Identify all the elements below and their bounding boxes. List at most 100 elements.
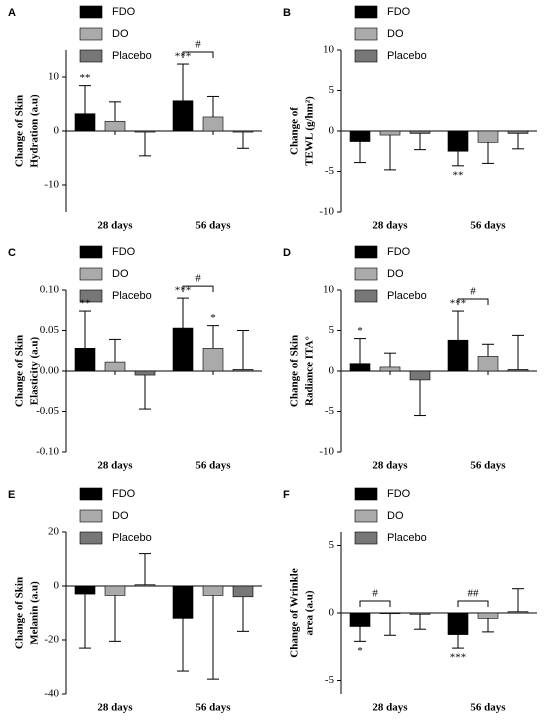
y-tick-label: 0.00 [40, 365, 60, 377]
bar [232, 130, 254, 133]
y-axis-label: Change of Skin [14, 95, 26, 167]
bar [134, 584, 156, 587]
x-tick-label: 28 days [372, 460, 408, 472]
x-tick-label: 56 days [195, 220, 231, 232]
legend-swatch [354, 5, 378, 19]
legend-label: Placebo [387, 290, 427, 302]
legend-label: Placebo [112, 50, 152, 62]
y-tick-label: 0 [329, 607, 335, 619]
legend-label: DO [387, 268, 404, 280]
legend-label: FDO [112, 246, 136, 258]
significance-mark: ## [468, 588, 480, 600]
legend-swatch [354, 487, 378, 501]
panel: B Change of TEWL (g/hm²) -10 -5 0 5 10 28 days 56… [283, 5, 537, 232]
bar [202, 348, 224, 372]
panel: C Change of Skin Elasticity (a.u) -0.10 -0.0… [8, 245, 262, 472]
bar [232, 369, 254, 372]
significance-mark: # [195, 273, 201, 285]
significance-mark: * [210, 312, 216, 324]
y-tick-label: 0.05 [40, 324, 60, 336]
bar [104, 585, 126, 596]
bar [232, 585, 254, 598]
legend-label: Placebo [387, 50, 427, 62]
x-tick-label: 56 days [195, 460, 231, 472]
legend-swatch [79, 49, 103, 63]
panel-label: D [283, 247, 291, 259]
y-axis-label: Radiance ITA° [304, 336, 316, 406]
panel-label: E [8, 489, 15, 501]
legend-swatch [354, 49, 378, 63]
bar [477, 356, 499, 372]
panel: F Change of Wrinkle area (a.u) -5 0 5 28 days 5… [283, 487, 537, 714]
panel: A Change of Skin Hydration (a.u)-10 0 10 28 d… [8, 5, 262, 232]
bar [134, 130, 156, 133]
significance-mark: * [357, 645, 363, 657]
legend-swatch [79, 27, 103, 41]
legend-label: FDO [387, 6, 411, 18]
significance-bracket [359, 600, 391, 607]
y-tick-label: 10 [323, 44, 335, 56]
bar [74, 348, 96, 372]
legend-label: DO [112, 510, 129, 522]
y-tick-label: 10 [48, 71, 60, 83]
legend-swatch [354, 289, 378, 303]
significance-bracket [182, 51, 214, 59]
y-tick-label: -0.05 [36, 405, 59, 417]
legend-label: Placebo [112, 290, 152, 302]
panel-label: A [8, 7, 16, 19]
bar [447, 130, 469, 152]
legend-swatch [79, 5, 103, 19]
significance-mark: # [470, 286, 476, 298]
legend-label: FDO [112, 488, 136, 500]
y-tick-label: 0 [329, 125, 335, 137]
significance-mark: *** [450, 652, 467, 664]
bar [202, 116, 224, 132]
bar [477, 612, 499, 619]
bar [104, 120, 126, 132]
significance-bracket [457, 600, 489, 607]
y-axis-label: Change of Wrinkle [289, 568, 301, 658]
legend-swatch [354, 27, 378, 41]
y-axis-label: area (a.u) [304, 590, 316, 635]
y-axis-label: Change of Skin [289, 335, 301, 407]
y-tick-label: 20 [48, 526, 60, 538]
y-tick-label: -40 [44, 688, 59, 700]
bar [74, 585, 96, 595]
significance-mark: * [357, 325, 363, 337]
bar [74, 113, 96, 132]
y-axis-label: Change of [289, 107, 301, 155]
significance-bracket [457, 298, 489, 306]
y-axis-label: Elasticity (a.u) [29, 336, 41, 405]
bar [447, 339, 469, 372]
bar [379, 130, 401, 136]
legend-label: Placebo [112, 532, 152, 544]
legend-label: Placebo [387, 532, 427, 544]
bar [172, 585, 194, 619]
bar [409, 612, 431, 615]
y-tick-label: 5 [329, 539, 335, 551]
legend-label: DO [387, 28, 404, 40]
y-tick-label: 5 [329, 84, 335, 96]
significance-bracket [182, 285, 214, 293]
y-tick-label: -0.10 [36, 446, 59, 458]
legend-swatch [79, 289, 103, 303]
y-tick-label: 0 [54, 125, 60, 137]
bar [447, 612, 469, 635]
panel-label: F [283, 489, 290, 501]
panel: E Change of Skin Melanin (a.u) -40 -20 0 20 28 … [8, 487, 262, 714]
bar [477, 130, 499, 143]
y-tick-label: 0 [329, 365, 335, 377]
legend-swatch [354, 267, 378, 281]
significance-mark: # [372, 588, 378, 600]
bar [379, 612, 401, 614]
bar [349, 612, 371, 627]
y-axis-label: TEWL (g/hm²) [304, 96, 316, 166]
legend-label: DO [112, 28, 129, 40]
significance-mark: ** [453, 169, 464, 181]
bar [172, 327, 194, 372]
x-tick-label: 28 days [372, 702, 408, 714]
bar [409, 370, 431, 381]
legend-swatch [79, 245, 103, 259]
bar [104, 361, 126, 372]
